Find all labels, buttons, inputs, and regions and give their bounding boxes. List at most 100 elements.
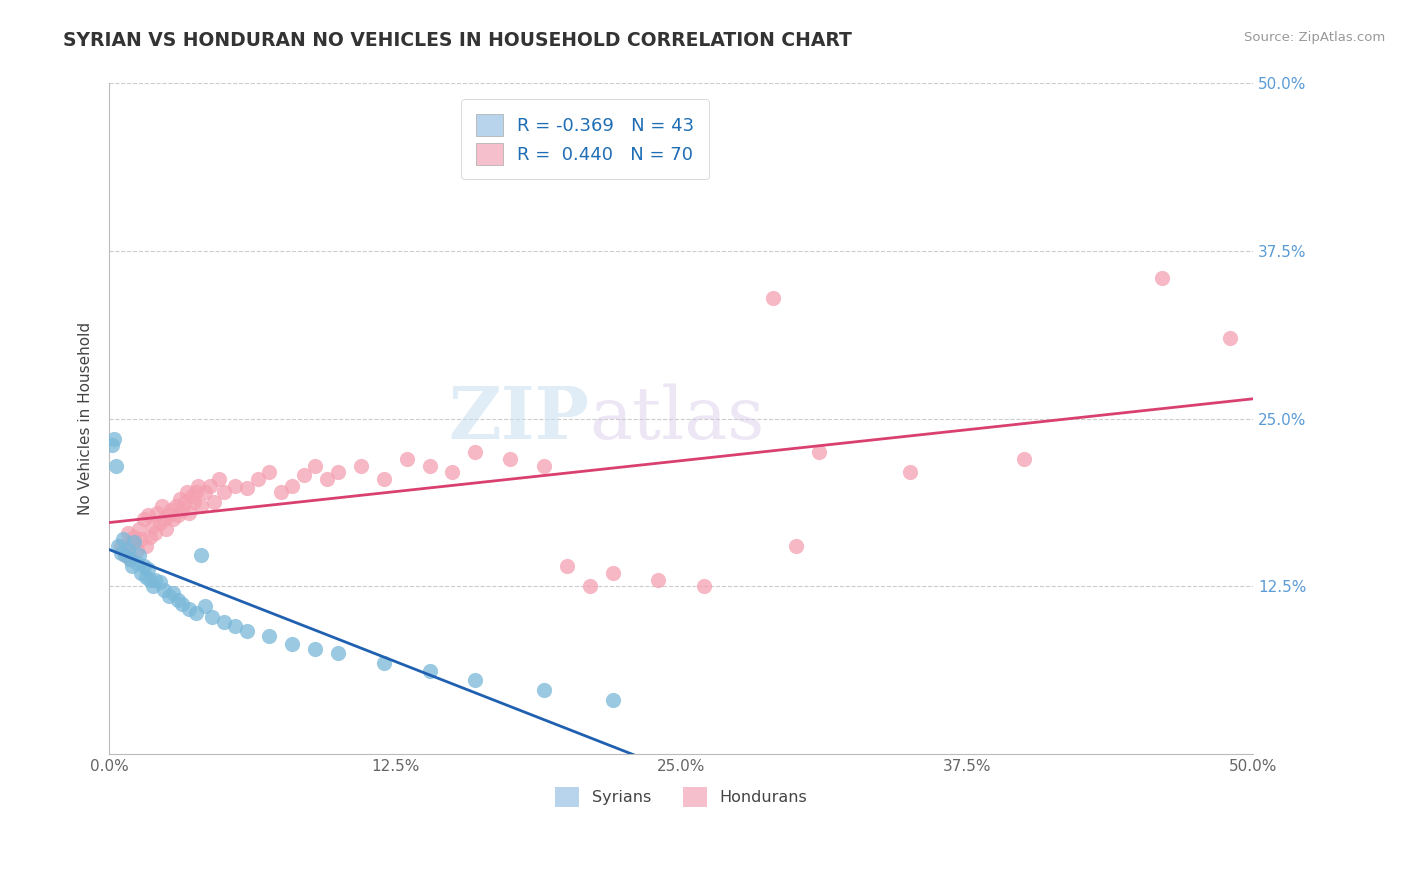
Point	[898, 465, 921, 479]
Point	[173, 495, 195, 509]
Point	[124, 530, 146, 544]
Point	[136, 562, 159, 576]
Point	[124, 535, 146, 549]
Point	[121, 559, 143, 574]
Point	[143, 573, 166, 587]
Point	[146, 506, 169, 520]
Point	[259, 629, 281, 643]
Point	[118, 552, 141, 566]
Point	[121, 535, 143, 549]
Point	[132, 512, 155, 526]
Point	[180, 490, 202, 504]
Point	[533, 682, 555, 697]
Point	[224, 619, 246, 633]
Point	[157, 589, 180, 603]
Point	[194, 485, 217, 500]
Point	[125, 557, 148, 571]
Point	[204, 495, 226, 509]
Point	[198, 478, 221, 492]
Point	[326, 465, 349, 479]
Point	[142, 519, 165, 533]
Point	[186, 606, 208, 620]
Point	[224, 478, 246, 492]
Point	[194, 599, 217, 614]
Point	[128, 522, 150, 536]
Point	[281, 637, 304, 651]
Point	[578, 579, 600, 593]
Point	[169, 492, 191, 507]
Point	[167, 592, 190, 607]
Point	[128, 549, 150, 563]
Point	[419, 664, 441, 678]
Point	[693, 579, 716, 593]
Point	[785, 539, 807, 553]
Point	[350, 458, 373, 473]
Point	[107, 539, 129, 553]
Point	[103, 432, 125, 446]
Text: SYRIAN VS HONDURAN NO VEHICLES IN HOUSEHOLD CORRELATION CHART: SYRIAN VS HONDURAN NO VEHICLES IN HOUSEH…	[63, 31, 852, 50]
Point	[155, 522, 177, 536]
Point	[160, 503, 183, 517]
Point	[762, 291, 785, 305]
Point	[441, 465, 464, 479]
Point	[292, 467, 315, 482]
Point	[190, 549, 212, 563]
Point	[201, 610, 224, 624]
Point	[281, 478, 304, 492]
Point	[143, 525, 166, 540]
Point	[212, 485, 235, 500]
Point	[162, 586, 184, 600]
Point	[1150, 271, 1173, 285]
Point	[111, 533, 134, 547]
Point	[179, 602, 201, 616]
Point	[110, 546, 132, 560]
Point	[114, 549, 136, 563]
Point	[142, 579, 165, 593]
Point	[153, 512, 176, 526]
Point	[555, 559, 578, 574]
Point	[602, 566, 624, 580]
Point	[464, 673, 486, 687]
Point	[172, 503, 194, 517]
Point	[212, 615, 235, 630]
Point	[373, 656, 395, 670]
Point	[304, 642, 326, 657]
Point	[246, 472, 269, 486]
Point	[129, 566, 152, 580]
Point	[135, 570, 157, 584]
Point	[132, 559, 155, 574]
Point	[533, 458, 555, 473]
Point	[100, 438, 122, 452]
Point	[176, 485, 198, 500]
Point	[186, 485, 208, 500]
Point	[259, 465, 281, 479]
Point	[304, 458, 326, 473]
Point	[235, 624, 257, 638]
Point	[1219, 331, 1241, 345]
Point	[270, 485, 292, 500]
Point	[136, 508, 159, 523]
Point	[172, 597, 194, 611]
Point	[602, 693, 624, 707]
Point	[110, 539, 132, 553]
Point	[235, 482, 257, 496]
Point	[395, 451, 418, 466]
Point	[326, 646, 349, 660]
Text: ZIP: ZIP	[449, 384, 589, 454]
Point	[1014, 451, 1036, 466]
Point	[373, 472, 395, 486]
Point	[148, 575, 170, 590]
Legend: Syrians, Hondurans: Syrians, Hondurans	[548, 780, 814, 813]
Point	[167, 508, 190, 523]
Point	[125, 543, 148, 558]
Point	[129, 533, 152, 547]
Y-axis label: No Vehicles in Household: No Vehicles in Household	[79, 322, 93, 516]
Point	[148, 516, 170, 531]
Point	[807, 445, 830, 459]
Point	[162, 512, 184, 526]
Point	[139, 530, 162, 544]
Point	[187, 478, 209, 492]
Point	[183, 495, 205, 509]
Point	[117, 525, 139, 540]
Point	[208, 472, 231, 486]
